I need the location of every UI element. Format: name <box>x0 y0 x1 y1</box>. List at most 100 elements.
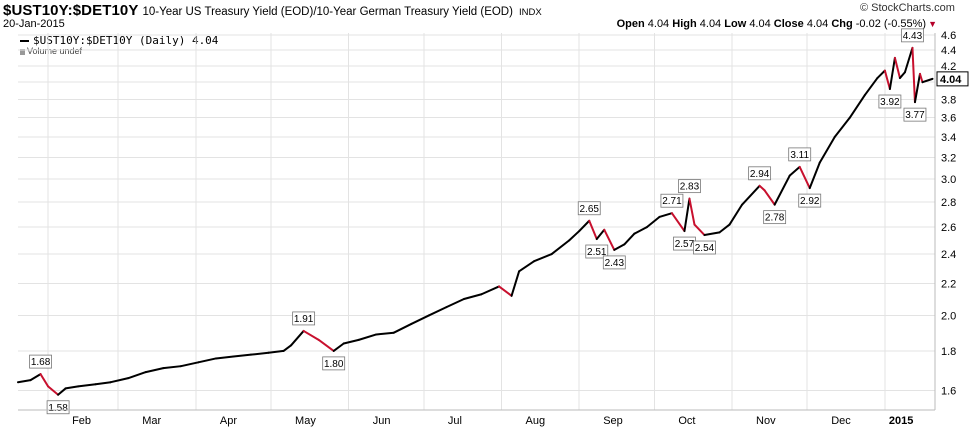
price-segment <box>911 46 916 104</box>
price-segment <box>798 165 811 190</box>
price-segment <box>197 357 217 364</box>
annotation-label: 2.54 <box>695 243 715 254</box>
price-segment <box>510 270 521 297</box>
price-segment <box>670 212 686 233</box>
annotation-box <box>585 244 609 259</box>
price-segment <box>568 230 581 242</box>
price-segment <box>773 174 791 206</box>
price-segment <box>728 203 744 226</box>
annotation-label: 2.43 <box>605 258 625 269</box>
price-segment <box>741 184 761 206</box>
annotation-label: 2.71 <box>662 196 682 207</box>
last-value-label: 4.04 <box>940 74 962 86</box>
chart-date: 20-Jan-2015 <box>3 18 65 30</box>
price-segment <box>357 333 378 341</box>
volume-legend: Volume undef <box>20 46 82 56</box>
y-tick-label: 2.2 <box>941 278 956 290</box>
annotation-box <box>748 166 772 181</box>
price-segment <box>788 165 801 177</box>
annotation-label: 4.43 <box>903 31 923 42</box>
brand-logo: © StockCharts.com <box>860 2 955 14</box>
price-segment <box>375 331 395 336</box>
annotations: 1.68 1.58 1.91 1.80 2.65 2.512.43 2.71 2.57 2.83… <box>29 28 927 415</box>
annotation-box <box>903 107 927 122</box>
x-tick-label: Oct <box>678 415 695 427</box>
y-tick-label: 2.4 <box>941 249 956 261</box>
price-segment <box>578 219 591 233</box>
price-segment <box>302 329 320 341</box>
price-segment <box>427 306 448 317</box>
y-tick-label: 4.4 <box>941 45 956 57</box>
price-segment <box>588 219 598 241</box>
price-segment <box>658 212 673 218</box>
symbol-label: $UST10Y:$DET10Y <box>3 2 139 19</box>
x-tick-label: Jun <box>373 415 391 427</box>
price-segment <box>127 371 147 380</box>
annotation-label: 2.78 <box>765 213 785 224</box>
y-tick-label: 3.8 <box>941 94 956 106</box>
annotation-label: 2.65 <box>580 204 600 215</box>
annotation-box <box>678 179 701 194</box>
last-value-box <box>936 71 969 87</box>
price-segment <box>633 226 648 235</box>
price-segment <box>921 77 934 84</box>
x-tick-label: May <box>295 415 316 427</box>
price-segment <box>480 285 501 296</box>
y-tick-label: 3.0 <box>941 174 956 186</box>
price-segment <box>250 351 270 356</box>
annotation-box <box>901 28 924 43</box>
price-segment <box>57 387 67 396</box>
price-segment <box>410 314 430 325</box>
x-tick-label: Dec <box>831 415 851 427</box>
price-segment <box>913 72 921 104</box>
price-segment <box>29 373 42 382</box>
open-value: 4.04 <box>647 18 670 30</box>
price-segment <box>109 377 130 384</box>
price-segment <box>214 355 235 360</box>
price-segment <box>623 232 636 246</box>
low-value: 4.04 <box>749 18 771 30</box>
y-tick-label: 1.8 <box>941 346 956 358</box>
price-segment <box>888 56 896 91</box>
annotation-box <box>577 201 601 216</box>
grid <box>18 33 935 410</box>
y-tick-label: 2.0 <box>941 310 956 322</box>
price-segment <box>718 223 731 234</box>
price-segment <box>683 197 691 233</box>
price-segment <box>94 381 112 386</box>
price-segment <box>47 385 60 396</box>
annotation-label: 1.68 <box>31 357 51 368</box>
y-tick-label: 3.6 <box>941 113 956 125</box>
close-value: 4.04 <box>806 18 829 30</box>
annotation-label: 1.58 <box>48 403 68 414</box>
annotation-box <box>602 255 626 270</box>
price-segment <box>462 293 483 301</box>
annotation-box <box>46 400 70 415</box>
price-segment <box>267 349 285 354</box>
y-tick-label: 4.2 <box>941 61 956 73</box>
price-segment <box>550 239 571 256</box>
price-segment <box>903 46 914 74</box>
high-label: High <box>672 18 697 30</box>
low-label: Low <box>724 18 747 30</box>
annotation-box <box>322 356 346 371</box>
annotation-box <box>798 193 822 208</box>
axes: Feb Mar Apr May Jun Jul Aug Sep Oct Nov Dec 20151.6… <box>18 30 969 427</box>
annotation-box <box>788 147 812 162</box>
price-segment <box>595 228 606 241</box>
price-segment <box>645 215 661 229</box>
symbol-description: 10-Year US Treasury Yield (EOD)/10-Year … <box>142 6 513 18</box>
y-tick-label: 1.6 <box>941 386 956 398</box>
x-tick-label: Aug <box>526 415 546 427</box>
x-tick-label: Mar <box>142 415 161 427</box>
chg-label: Chg <box>831 18 853 30</box>
high-value: 4.04 <box>699 18 722 30</box>
chart-title: $UST10Y:$DET10Y 10-Year US Treasury Yield… <box>3 2 542 19</box>
price-segment <box>603 228 616 251</box>
volume-swatch <box>20 48 25 55</box>
price-segment <box>77 383 97 388</box>
price-segment <box>818 135 836 164</box>
price-segment <box>39 373 50 388</box>
annotation-label: 1.80 <box>324 359 344 370</box>
